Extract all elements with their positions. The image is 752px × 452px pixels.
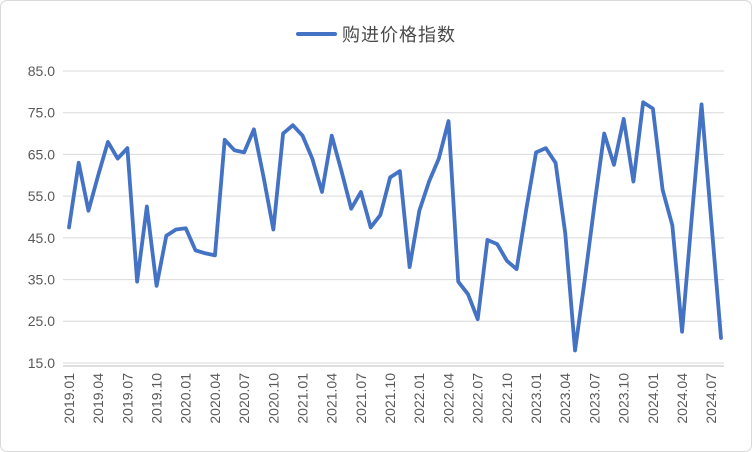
x-axis-labels: 2019.01 2019.04 2019.07 2019.10 2020.01 2020.… <box>61 373 719 424</box>
y-tick-label: 25.0 <box>28 313 55 329</box>
legend-label: 购进价格指数 <box>342 25 456 45</box>
x-tick-label: 2022.07 <box>470 373 486 424</box>
y-tick-label: 75.0 <box>28 105 55 121</box>
legend-line-swatch <box>296 32 337 36</box>
x-tick-label: 2019.07 <box>119 373 135 424</box>
x-tick-label: 2020.01 <box>178 373 194 424</box>
x-tick-label: 2023.01 <box>528 373 544 424</box>
x-tick-label: 2023.10 <box>616 373 632 424</box>
x-tick-label: 2023.04 <box>557 373 573 424</box>
legend: 购进价格指数 <box>1 21 751 47</box>
gridlines <box>63 70 724 364</box>
y-tick-label: 65.0 <box>28 146 55 162</box>
series-line <box>67 100 723 353</box>
y-tick-label: 15.0 <box>28 355 55 371</box>
y-tick-label: 85.0 <box>28 63 55 79</box>
y-axis-labels: 15.0 25.0 35.0 45.0 55.0 65.0 75.0 85.0 <box>28 63 55 371</box>
x-tick-label: 2021.07 <box>353 373 369 424</box>
x-tick-label: 2020.04 <box>207 373 223 424</box>
x-tick-label: 2021.04 <box>324 373 340 424</box>
y-tick-label: 35.0 <box>28 271 55 287</box>
x-tick-label: 2020.07 <box>236 373 252 424</box>
x-tick-label: 2021.10 <box>382 373 398 424</box>
x-tick-label: 2022.04 <box>440 373 456 424</box>
x-tick-label: 2024.07 <box>703 373 719 424</box>
y-tick-label: 45.0 <box>28 230 55 246</box>
x-tick-label: 2019.04 <box>90 373 106 424</box>
x-tick-label: 2022.01 <box>411 373 427 424</box>
x-tick-label: 2023.07 <box>586 373 602 424</box>
x-tick-label: 2020.10 <box>265 373 281 424</box>
x-tick-label: 2019.10 <box>148 373 164 424</box>
y-tick-label: 55.0 <box>28 188 55 204</box>
x-tick-label: 2021.01 <box>294 373 310 424</box>
x-tick-label: 2022.10 <box>499 373 515 424</box>
x-tick-label: 2024.01 <box>645 373 661 424</box>
x-tick-label: 2019.01 <box>61 373 77 424</box>
x-tick-label: 2024.04 <box>674 373 690 424</box>
